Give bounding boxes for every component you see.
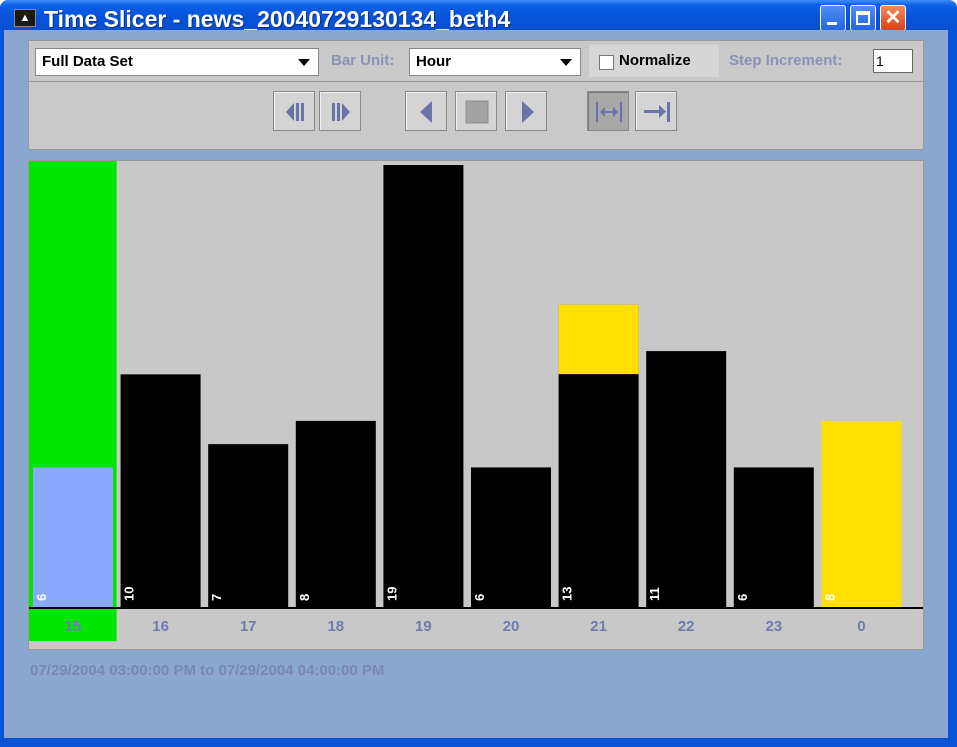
chevron-down-icon (298, 59, 310, 66)
fit-range-icon (596, 102, 622, 122)
x-tick-label[interactable]: 15 (65, 618, 82, 635)
toolbar: Full Data Set Bar Unit: Hour Normalize S… (28, 40, 924, 150)
app-icon: ▲ (14, 9, 36, 27)
time-range-status: 07/29/2004 03:00:00 PM to 07/29/2004 04:… (30, 662, 385, 679)
x-tick-label[interactable]: 21 (590, 618, 607, 635)
step-increment-label: Step Increment: (729, 52, 843, 69)
bar-value-label: 11 (647, 587, 662, 601)
x-tick-label[interactable]: 0 (857, 618, 865, 635)
window-title: Time Slicer - news_20040729130134_beth4 (44, 6, 511, 32)
bar-unit-select-value: Hour (416, 53, 451, 70)
maximize-button[interactable] (850, 5, 876, 31)
selected-tick-highlight[interactable] (29, 609, 117, 641)
time-slicer-chart[interactable]: 6 10 7 8 19 6 13 11 6 8 15 16 17 18 19 20 21 22 23 0 (28, 160, 924, 650)
chart-canvas[interactable]: 6 10 7 8 19 6 13 11 6 8 15 16 17 18 19 20 21 22 23 0 (29, 161, 923, 649)
step-back-icon (286, 103, 304, 121)
play-forward-icon (522, 101, 534, 123)
bar[interactable] (821, 420, 902, 607)
close-icon: ✕ (884, 7, 902, 29)
toolbar-controls-row: Full Data Set Bar Unit: Hour Normalize S… (29, 41, 923, 82)
bar-unit-select[interactable]: Hour (409, 48, 581, 76)
play-reverse-button[interactable] (405, 91, 447, 131)
bar[interactable] (208, 444, 289, 607)
expand-to-end-button[interactable] (635, 91, 677, 131)
x-tick-label[interactable]: 16 (152, 618, 169, 635)
title-bar[interactable]: ▲ Time Slicer - news_20040729130134_beth… (0, 0, 957, 32)
play-forward-button[interactable] (505, 91, 547, 131)
bar[interactable] (33, 467, 113, 607)
minimize-button[interactable] (820, 5, 846, 31)
bar[interactable] (471, 467, 551, 607)
stop-icon (465, 100, 489, 124)
bar-value-label: 7 (209, 594, 224, 601)
x-axis-strip (29, 609, 923, 641)
expand-to-end-icon (644, 102, 670, 122)
bar-value-label: 8 (822, 594, 837, 601)
x-tick-label[interactable]: 20 (503, 618, 520, 635)
x-tick-label[interactable]: 18 (327, 618, 344, 635)
dataset-select[interactable]: Full Data Set (35, 48, 319, 76)
step-forward-button[interactable] (319, 91, 361, 131)
bar-value-label: 19 (384, 587, 399, 601)
stop-button[interactable] (455, 91, 497, 131)
chevron-down-icon (560, 59, 572, 66)
bar[interactable] (120, 374, 201, 607)
bar-value-label: 6 (735, 594, 750, 601)
minimize-icon (827, 22, 837, 25)
fit-range-button[interactable] (587, 91, 629, 131)
normalize-label: Normalize (619, 52, 691, 69)
step-forward-icon (332, 103, 350, 121)
bar-value-label: 13 (560, 587, 575, 601)
bar-value-label: 6 (472, 594, 487, 601)
x-tick-label[interactable]: 22 (678, 618, 695, 635)
close-button[interactable]: ✕ (880, 5, 906, 31)
bar-value-label: 8 (297, 594, 312, 601)
play-reverse-icon (420, 101, 432, 123)
bar-unit-label: Bar Unit: (331, 52, 395, 69)
dataset-select-value: Full Data Set (42, 53, 133, 70)
x-axis-line (29, 607, 923, 609)
bar[interactable] (295, 420, 376, 607)
bar-value-label: 10 (122, 587, 137, 601)
step-increment-input[interactable]: 1 (873, 49, 913, 73)
bar[interactable] (383, 165, 464, 607)
x-tick-label[interactable]: 17 (240, 618, 257, 635)
normalize-toggle[interactable]: Normalize (589, 45, 719, 77)
maximize-icon (856, 11, 870, 25)
bar[interactable] (646, 351, 727, 607)
bar[interactable] (733, 467, 814, 607)
x-tick-label[interactable]: 19 (415, 618, 432, 635)
step-back-button[interactable] (273, 91, 315, 131)
bar-value-label: 6 (34, 594, 49, 601)
x-tick-label[interactable]: 23 (765, 618, 782, 635)
bar-highlight-segment[interactable] (558, 304, 639, 375)
normalize-checkbox[interactable] (599, 55, 614, 70)
